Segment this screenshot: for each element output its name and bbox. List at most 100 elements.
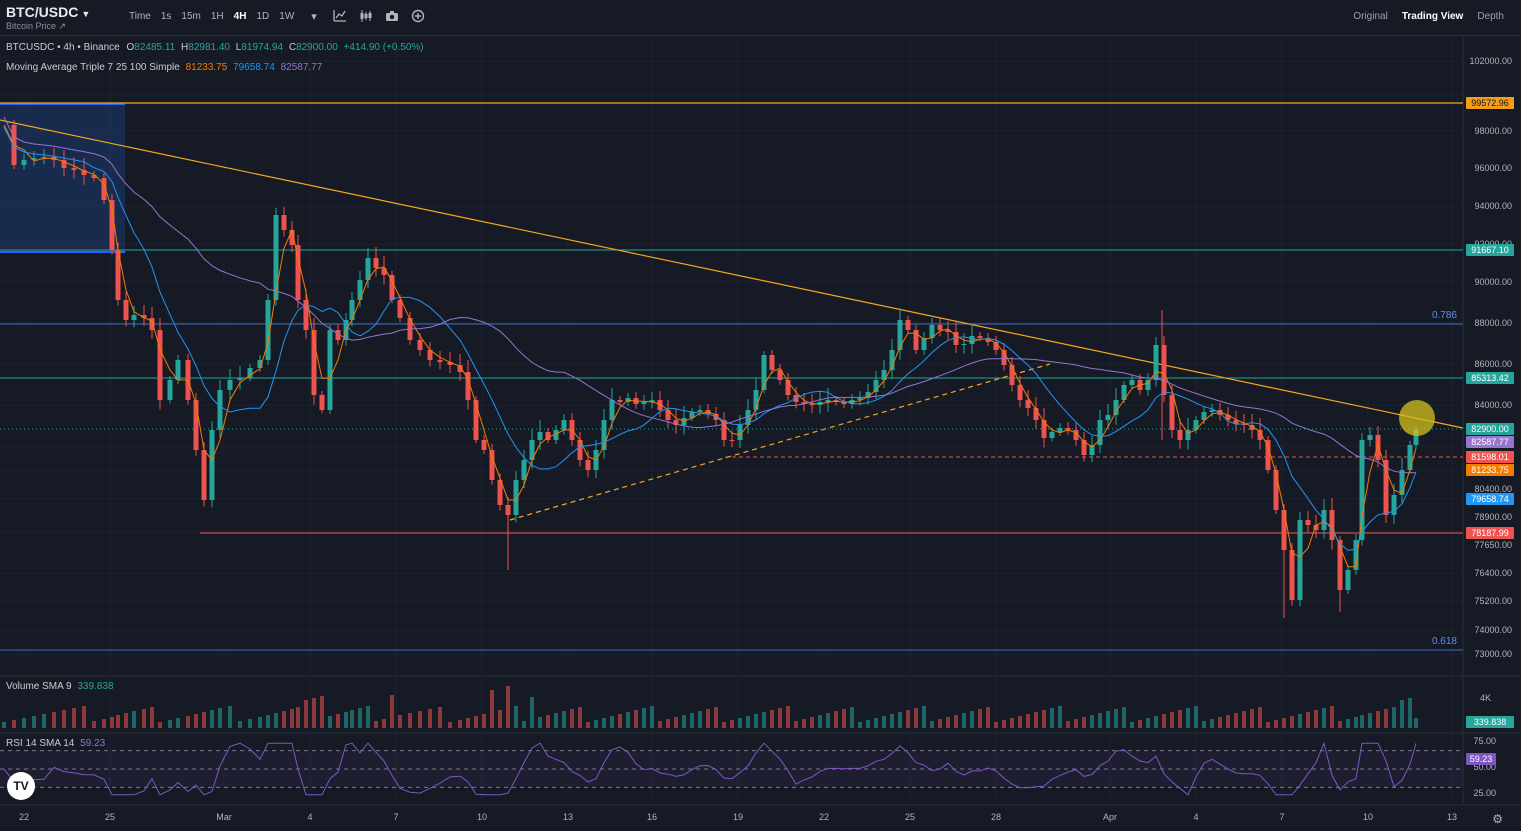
candle-body	[713, 414, 719, 420]
volume-bar	[706, 709, 710, 728]
camera-icon[interactable]	[384, 9, 400, 25]
candle-body	[889, 350, 895, 370]
gear-icon[interactable]: ⚙	[1492, 812, 1503, 826]
volume-bar	[116, 715, 120, 728]
volume-bar	[474, 716, 478, 728]
candles-icon[interactable]	[358, 9, 374, 25]
volume-bar	[344, 712, 348, 728]
price-tick: 77650.00	[1474, 540, 1512, 550]
candle-body	[841, 402, 847, 404]
time-label: Apr	[1103, 812, 1117, 822]
volume-bar	[142, 709, 146, 728]
rsi-legend[interactable]: RSI 14 SMA 14 59.23	[6, 738, 105, 749]
symbol-selector[interactable]: BTC/USDC ▼	[6, 4, 90, 20]
volume-bar	[714, 707, 718, 728]
interval-1s[interactable]: 1s	[160, 11, 172, 22]
volume-bar	[1226, 715, 1230, 728]
volume-bar	[1322, 708, 1326, 728]
candle-body	[945, 330, 951, 332]
candle-body	[319, 395, 325, 410]
candle-body	[913, 330, 919, 350]
volume-bar	[1266, 722, 1270, 728]
chevron-down-icon[interactable]: ▾	[311, 11, 317, 23]
interval-1h[interactable]: 1H	[210, 11, 224, 22]
candle-body	[585, 460, 591, 470]
volume-bar	[62, 710, 66, 728]
volume-bar	[586, 722, 590, 728]
candle-body	[489, 450, 495, 480]
line-chart-icon[interactable]	[332, 9, 348, 25]
price-tick: 94000.00	[1474, 201, 1512, 211]
interval-time[interactable]: Time	[129, 11, 151, 22]
candle-body	[609, 400, 615, 420]
candle-body	[167, 380, 173, 400]
interval-1w[interactable]: 1W	[279, 11, 295, 22]
volume-bar	[730, 720, 734, 728]
volume-bar	[634, 710, 638, 728]
view-trading-view[interactable]: Trading View	[1401, 11, 1464, 22]
candle-body	[753, 390, 759, 410]
volume-bar	[1360, 715, 1364, 728]
candle-body	[1201, 412, 1207, 420]
candle-body	[1233, 420, 1239, 424]
candle-body	[865, 392, 871, 398]
price-tick: 86000.00	[1474, 359, 1512, 369]
rsi-tag-label: 59.23	[1470, 754, 1493, 764]
volume-bar	[1384, 709, 1388, 728]
candle-body	[61, 160, 67, 168]
view-original[interactable]: Original	[1353, 11, 1388, 22]
volume-bar	[1018, 716, 1022, 728]
candle-body	[1305, 520, 1311, 525]
volume-bar	[336, 714, 340, 728]
add-icon[interactable]	[410, 9, 426, 25]
price-chart[interactable]: 0.786 0.618 102000.00 98000.00 96000.00 94000…	[0, 36, 1521, 831]
volume-bar	[1242, 711, 1246, 728]
ma7-value: 81233.75	[185, 62, 228, 73]
interval-1d[interactable]: 1D	[256, 11, 270, 22]
volume-bar	[810, 717, 814, 728]
volume-legend[interactable]: Volume SMA 9 339.838	[6, 681, 114, 692]
volume-bar	[1376, 711, 1380, 728]
volume-bar	[650, 706, 654, 728]
candle-body	[1399, 470, 1405, 495]
legend-close-key: C	[288, 42, 297, 53]
ma-legend-title: Moving Average Triple 7 25 100 Simple	[6, 62, 180, 73]
legend-symbol: BTCUSDC • 4h • Binance	[6, 42, 120, 53]
volume-bar	[312, 698, 316, 728]
volume-bar	[1274, 720, 1278, 728]
volume-bar	[874, 718, 878, 728]
candle-body	[149, 318, 155, 330]
tradingview-logo[interactable]: TV	[7, 772, 35, 800]
candle-body	[769, 355, 775, 370]
candle-body	[809, 404, 815, 405]
volume-bar	[374, 721, 378, 728]
ma-legend[interactable]: Moving Average Triple 7 25 100 Simple 81…	[6, 62, 322, 73]
view-depth[interactable]: Depth	[1477, 11, 1504, 22]
time-label: 13	[563, 812, 573, 822]
candle-body	[497, 480, 503, 505]
volume-bar	[1074, 719, 1078, 728]
price-tick: 98000.00	[1474, 126, 1512, 136]
volume-bar	[176, 718, 180, 728]
volume-bar	[490, 690, 494, 728]
candle-body	[447, 362, 453, 365]
candle-body	[1113, 400, 1119, 415]
candle-body	[81, 170, 87, 175]
symbol-subtitle-link[interactable]: Bitcoin Price ↗	[6, 21, 67, 31]
volume-bar	[1130, 722, 1134, 728]
price-tick: 76400.00	[1474, 568, 1512, 578]
volume-bar	[466, 718, 470, 728]
candle-body	[115, 250, 121, 300]
interval-4h[interactable]: 4H	[233, 11, 247, 22]
price-tag-label: 91667.10	[1471, 245, 1509, 255]
volume-bar	[12, 720, 16, 728]
volume-bar	[802, 719, 806, 728]
volume-bar	[530, 697, 534, 728]
candle-body	[801, 402, 807, 404]
candle-body	[21, 160, 27, 165]
candle-body	[873, 380, 879, 392]
interval-15m[interactable]: 15m	[181, 11, 201, 22]
candle-body	[1241, 424, 1247, 425]
legend-high-value: 82981.40	[188, 42, 230, 53]
volume-bar	[722, 722, 726, 728]
